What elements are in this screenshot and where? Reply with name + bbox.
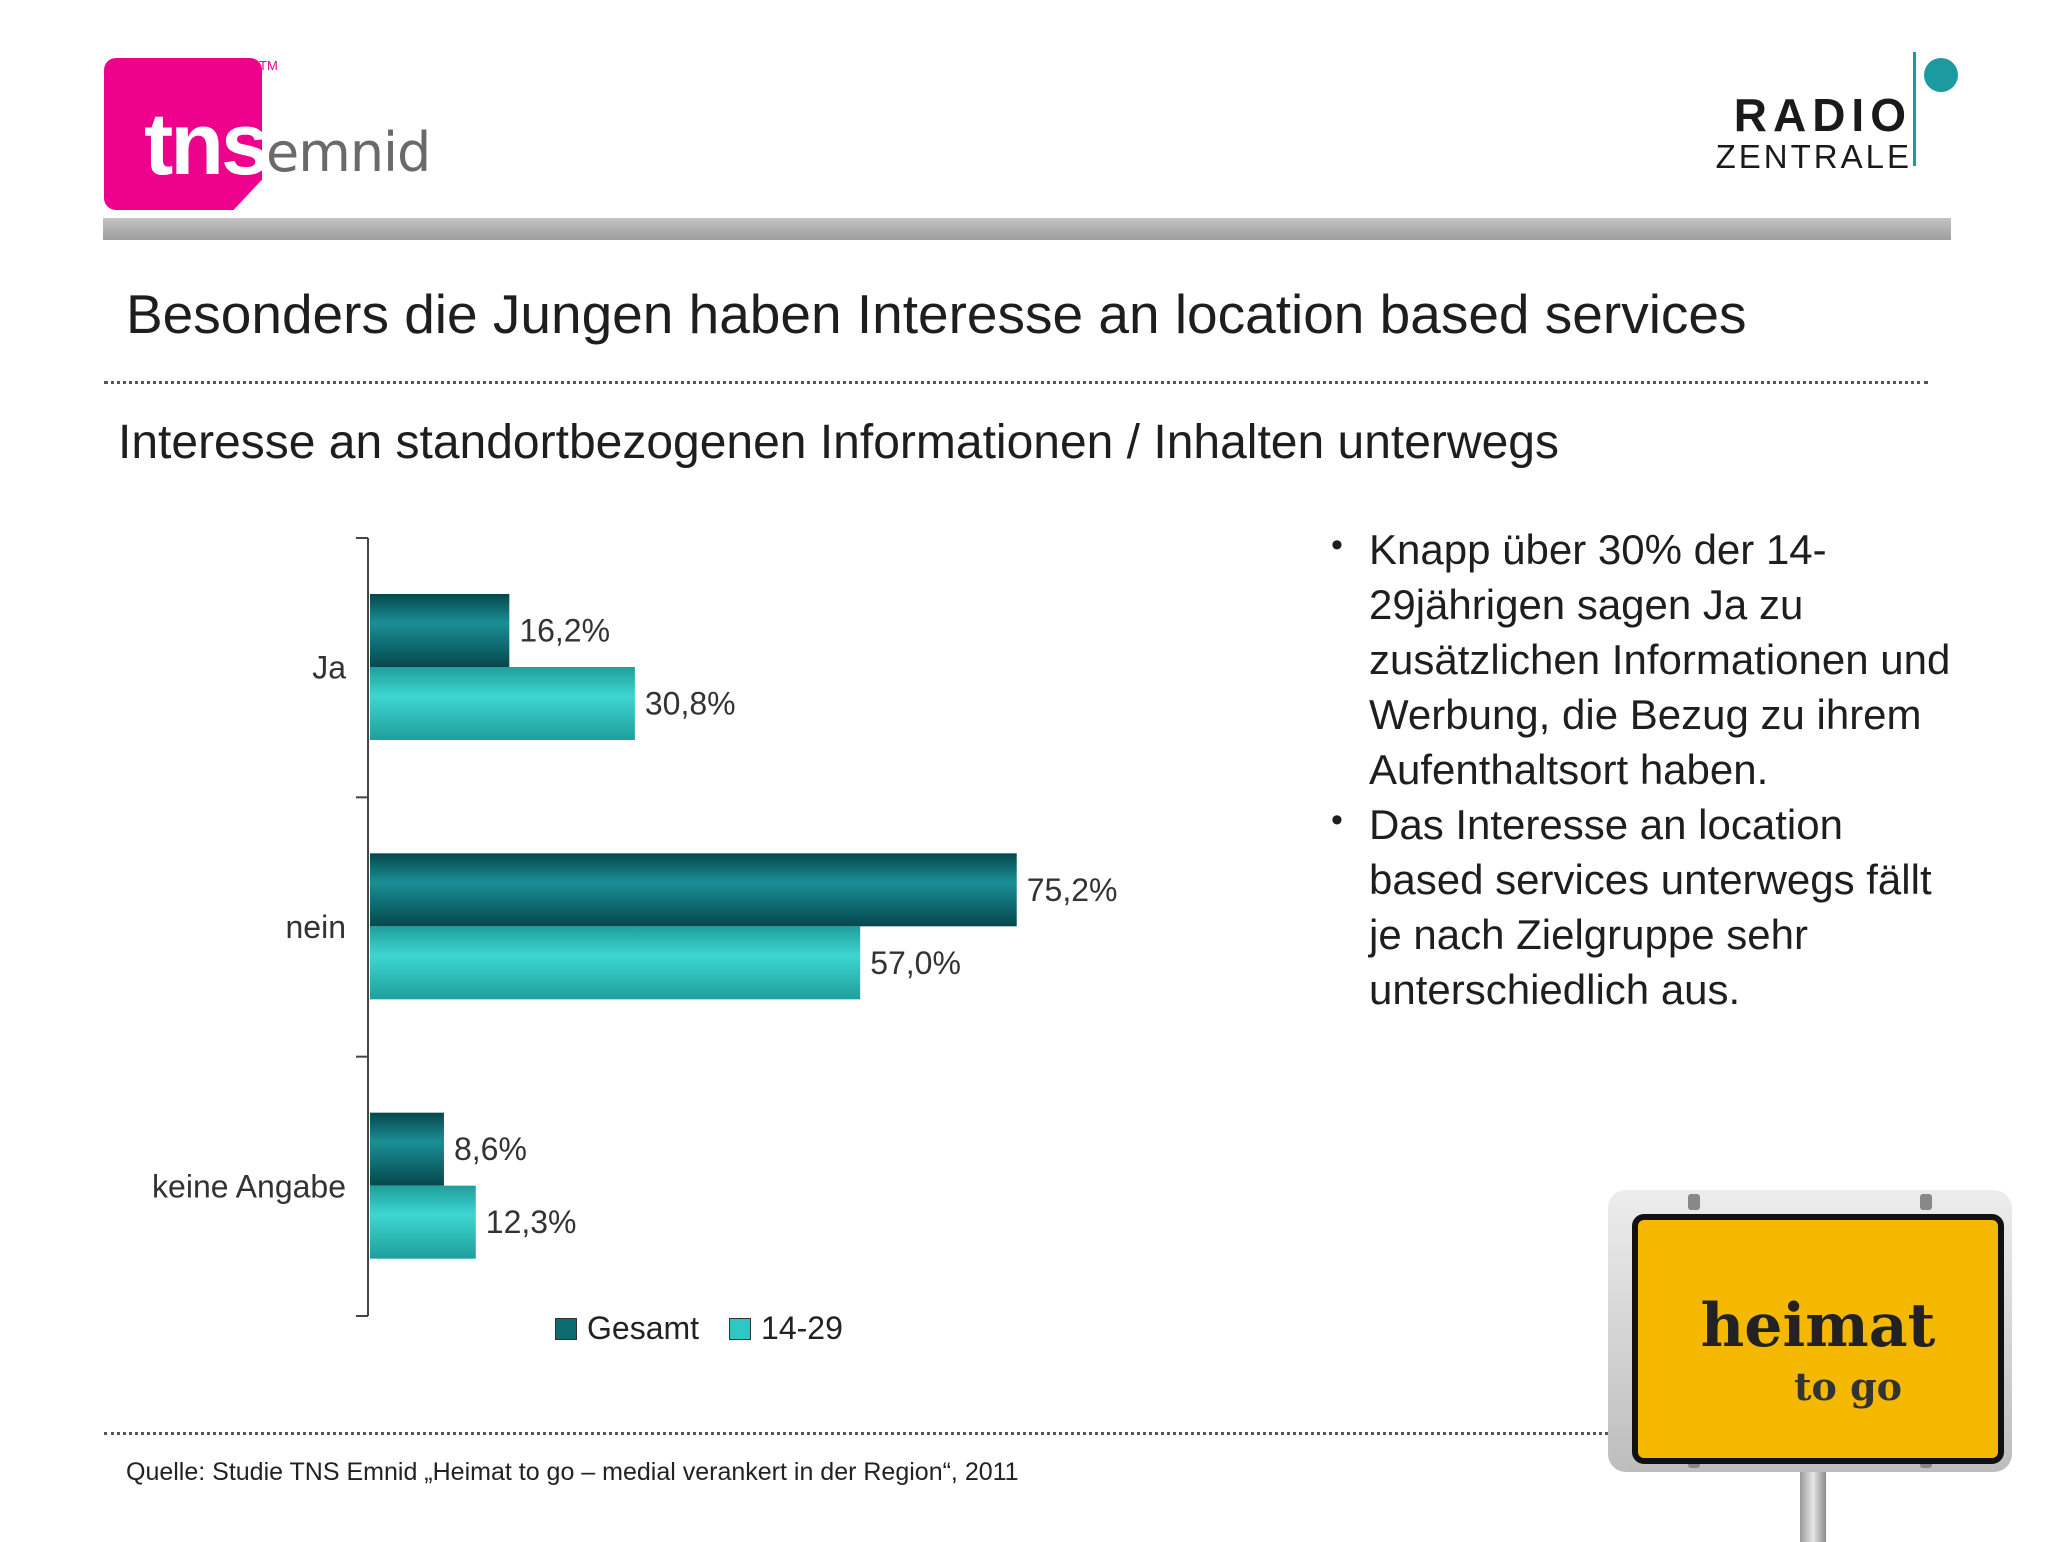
page-subtitle: Interesse an standortbezogenen Informati… [118,416,1559,469]
tns-logo-block [104,58,262,210]
tns-logo-text: tns [144,94,270,193]
bar-value-label: 30,8% [645,686,736,722]
header-bar [103,218,1951,240]
tns-emnid-text: emnid [266,121,431,184]
bullet-item: • Das Interesse an location based service… [1325,797,1965,1017]
sign-pole [1800,1462,1826,1542]
bullet-text: Das Interesse an location based services… [1369,801,1932,1013]
bar-14-29 [370,926,861,1000]
bar-chart-svg: Ja 16,2% 30,8% nein 75,2% 57,0% keine Angabe 8,… [152,537,1118,1317]
category-label: nein [286,909,347,945]
radio-zentrale-dot [1924,58,1958,92]
radio-zentrale-zentrale-text: ZENTRALE [1715,138,1912,175]
legend-swatch [729,1317,752,1340]
bar-14-29 [370,1185,476,1259]
sign-frame: heimat to go [1608,1190,2012,1472]
bar-gesamt [370,1112,444,1186]
radio-zentrale-bar [1913,52,1916,166]
footer-divider [104,1432,1614,1435]
bar-value-label: 75,2% [1027,872,1118,908]
title-divider [104,381,1928,384]
legend-swatch [555,1317,577,1340]
sign-bolt [1920,1194,1932,1210]
source-note: Quelle: Studie TNS Emnid „Heimat to go –… [126,1458,1019,1486]
radio-zentrale-radio-text: RADIO [1733,89,1912,141]
bar-gesamt [370,853,1017,927]
category-label: keine Angabe [152,1168,346,1204]
heimat-to-go-sign: heimat to go [1600,1182,2020,1542]
tns-trademark: TM [259,58,278,73]
category-label: Ja [312,650,346,686]
page-title: Besonders die Jungen haben Interesse an … [126,283,1747,345]
bar-gesamt [370,594,510,667]
tns-emnid-logo: tns TM emnid [104,58,431,214]
radio-zentrale-logo: RADIO ZENTRALE [1660,50,1970,175]
bar-value-label: 8,6% [454,1131,527,1167]
bar-14-29 [370,667,635,740]
sign-togo-text: to go [1793,1364,1903,1409]
bar-chart: Ja 16,2% 30,8% nein 75,2% 57,0% keine Angabe 8,… [152,537,1118,1348]
sign-face: heimat to go [1632,1214,2004,1464]
legend-label: Gesamt [587,1310,700,1346]
bullet-item: • Knapp über 30% der 14-29jährigen sagen … [1325,522,1965,797]
bullet-text: Knapp über 30% der 14-29jährigen sagen J… [1369,526,1951,793]
legend-label: 14-29 [761,1310,843,1346]
bullet-dot: • [1331,801,1343,839]
bullet-dot: • [1331,526,1343,564]
chart-legend: Gesamt 14-29 [555,1310,873,1348]
bar-value-label: 16,2% [519,613,610,649]
legend-item: 14-29 [729,1310,843,1347]
bar-value-label: 12,3% [486,1204,577,1240]
sign-heimat-text: heimat [1700,1291,1936,1361]
sign-bolt [1688,1194,1700,1210]
bar-value-label: 57,0% [870,945,961,981]
bullet-list: • Knapp über 30% der 14-29jährigen sagen … [1325,522,1965,1017]
legend-item: Gesamt [555,1310,699,1347]
